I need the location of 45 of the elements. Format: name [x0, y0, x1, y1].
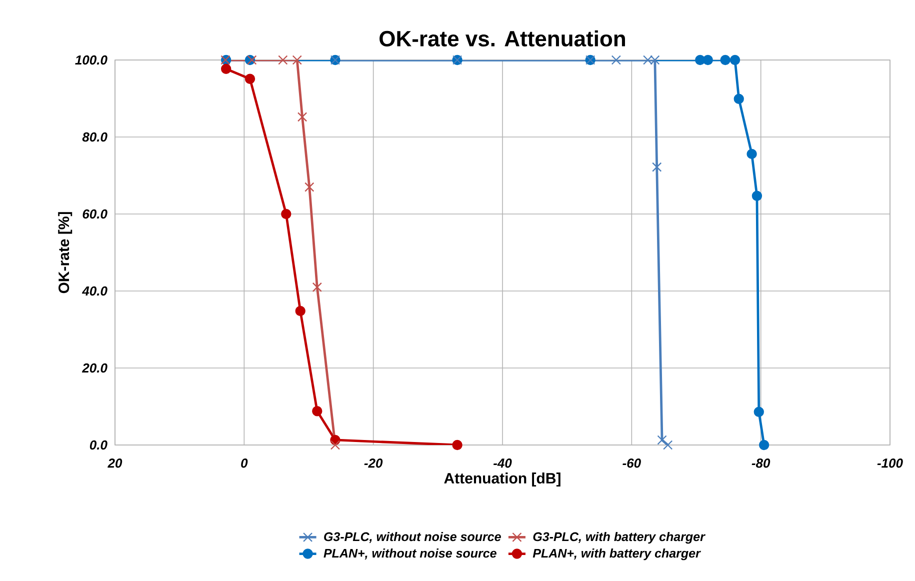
legend-label: PLAN+, with battery charger	[532, 548, 701, 560]
legend-label: PLAN+, without noise source	[324, 548, 496, 560]
point	[297, 112, 308, 122]
point	[220, 64, 232, 74]
point	[720, 54, 730, 66]
y-tick-label: 20.0	[82, 363, 108, 373]
chart-title: OK-rate vs. Attenuation	[380, 30, 625, 46]
y-tick-label: 40.0	[82, 286, 108, 296]
point	[312, 282, 322, 292]
point	[734, 94, 744, 104]
point	[312, 406, 322, 416]
x-axis-title: Attenuation [dB]	[444, 472, 560, 487]
point	[247, 55, 257, 65]
point	[662, 440, 673, 450]
point	[452, 440, 462, 450]
x-tick-label: -20	[364, 458, 383, 468]
legend-label: G3-PLC, with battery charger	[533, 532, 706, 544]
point	[752, 190, 762, 201]
point	[611, 55, 622, 65]
y-axis-title: OK-rate [%]	[58, 212, 72, 294]
point	[754, 406, 764, 417]
x-tick-label: -80	[752, 458, 770, 468]
point	[657, 435, 667, 445]
y-tick-label: 0.0	[90, 440, 108, 450]
point	[652, 162, 662, 172]
y-tick-label: 60.0	[82, 209, 108, 219]
point	[244, 74, 256, 84]
legend-label: G3-PLC, without noise source	[324, 532, 501, 543]
point	[281, 208, 292, 220]
point	[295, 306, 306, 316]
point	[702, 54, 713, 66]
point	[746, 148, 757, 160]
y-tick-label: 80.0	[82, 132, 108, 142]
point	[304, 182, 314, 192]
x-tick-label: -60	[622, 458, 641, 468]
x-tick-label: -100	[877, 458, 903, 468]
x-tick-label: 20	[108, 458, 122, 468]
point	[278, 55, 288, 65]
point	[292, 55, 302, 65]
x-tick-label: -40	[493, 458, 512, 468]
point	[758, 440, 770, 450]
point	[730, 54, 740, 66]
x-tick-label: 0	[241, 458, 248, 468]
y-tick-label: 100.0	[75, 55, 108, 65]
point	[330, 440, 340, 450]
